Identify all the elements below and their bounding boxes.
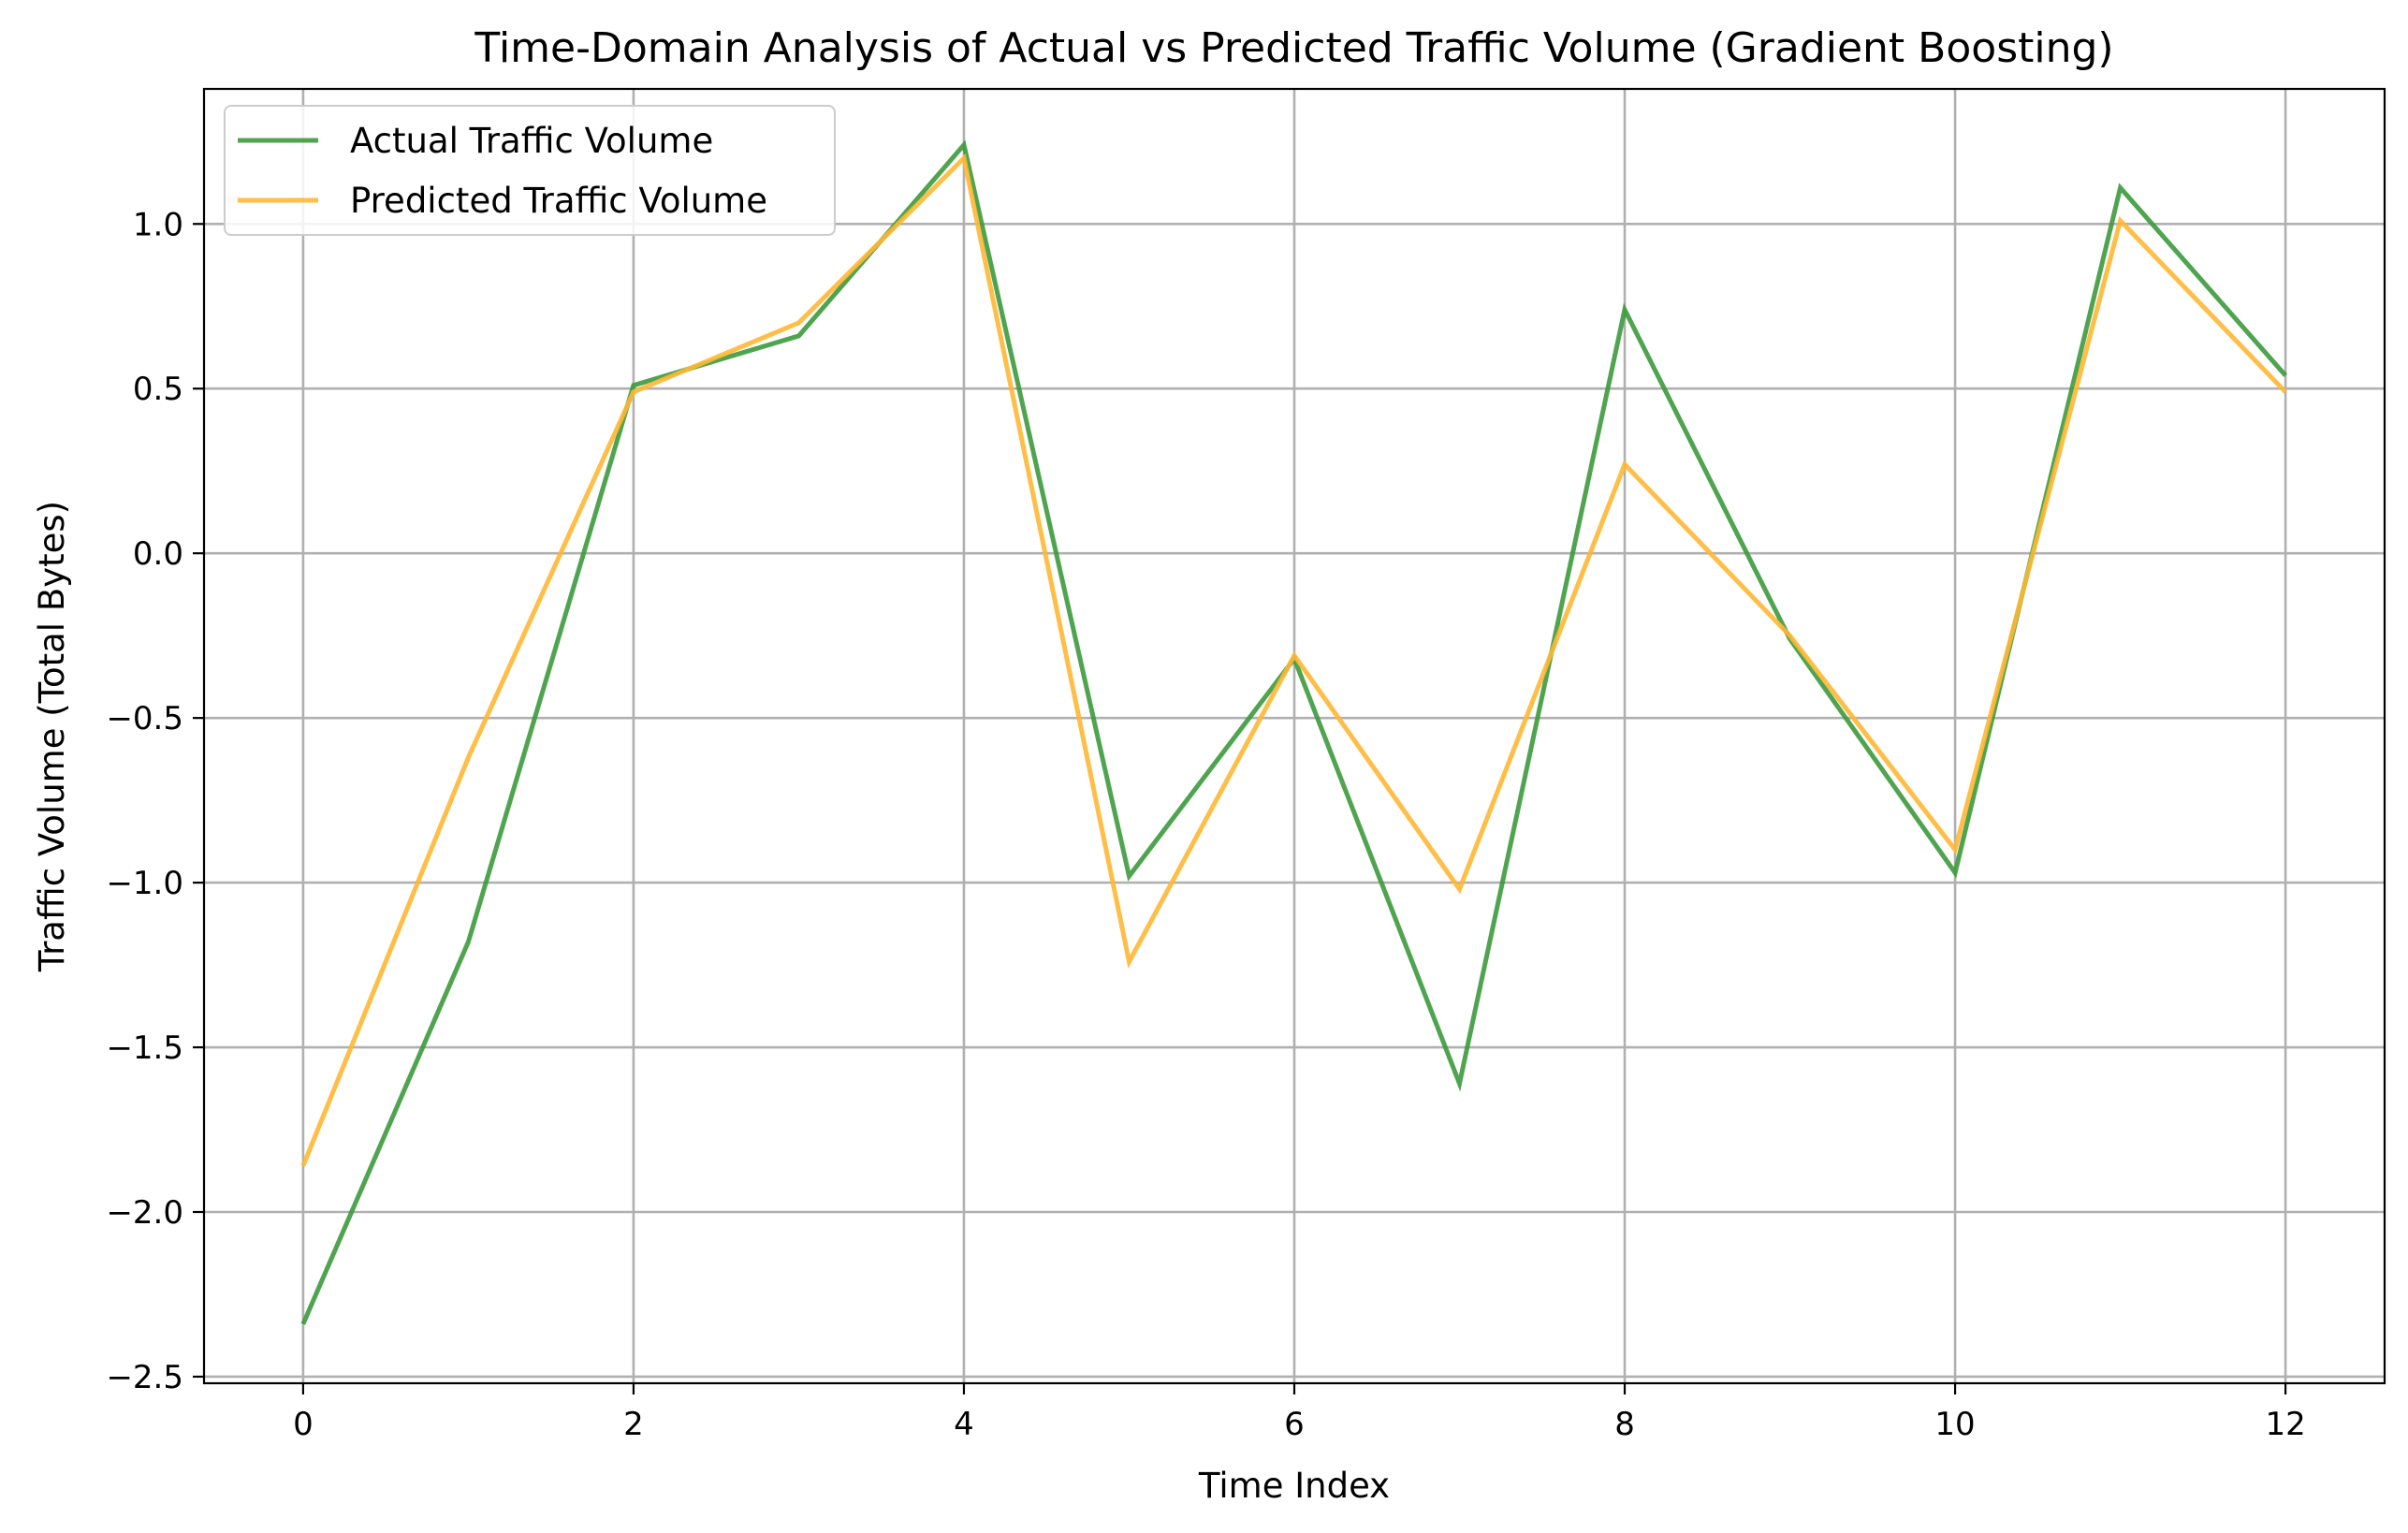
legend-box bbox=[224, 105, 836, 236]
grid bbox=[204, 89, 2385, 1383]
y-tick-label: 0.0 bbox=[133, 535, 183, 573]
x-tick-label: 8 bbox=[1614, 1406, 1635, 1443]
x-tick-label: 12 bbox=[2265, 1406, 2305, 1443]
y-tick-label: 1.0 bbox=[133, 206, 183, 243]
legend-label: Actual Traffic Volume bbox=[350, 121, 713, 161]
x-tick-label: 6 bbox=[1284, 1406, 1305, 1443]
x-tick-label: 10 bbox=[1934, 1406, 1975, 1443]
legend-label: Predicted Traffic Volume bbox=[350, 181, 767, 221]
chart-title: Time-Domain Analysis of Actual vs Predic… bbox=[474, 24, 2113, 72]
x-tick-label: 4 bbox=[954, 1406, 974, 1443]
y-axis-label: Traffic Volume (Total Bytes) bbox=[32, 501, 72, 972]
x-tick-label: 0 bbox=[293, 1406, 314, 1443]
x-axis-label: Time Index bbox=[1198, 1466, 1390, 1506]
y-tick-label: −1.5 bbox=[106, 1029, 183, 1067]
y-tick-label: −1.0 bbox=[106, 865, 183, 902]
series-lines bbox=[300, 139, 2287, 1325]
axis-ticks: 0 2 4 6 8 10 12 −2.5 −2.0 −1.5 −1.0 −0.5 0.0 0.5 1.0 bbox=[106, 206, 2305, 1443]
y-tick-label: −2.5 bbox=[106, 1359, 183, 1396]
y-tick-label: −0.5 bbox=[106, 700, 183, 737]
legend: Actual Traffic Volume Predicted Traffic V… bbox=[224, 105, 836, 236]
series-line-predicted bbox=[300, 153, 2287, 1167]
x-tick-label: 2 bbox=[623, 1406, 644, 1443]
y-tick-label: −2.0 bbox=[106, 1194, 183, 1232]
y-tick-label: 0.5 bbox=[133, 371, 183, 408]
